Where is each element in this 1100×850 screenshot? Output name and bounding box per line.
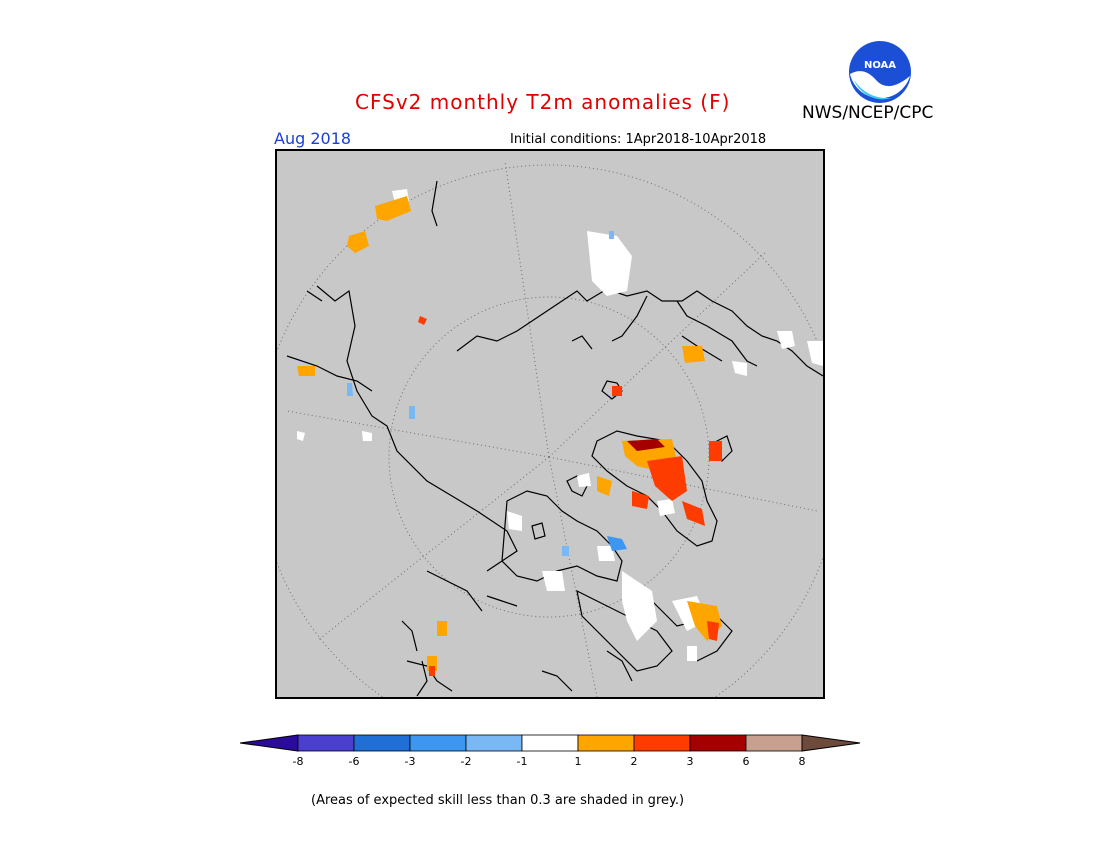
legend-color-box [353, 734, 411, 752]
legend-tick-label: -8 [293, 755, 304, 768]
noaa-logo-text: NOAA [864, 60, 896, 71]
neutral-anomaly-patches [297, 189, 823, 661]
forecast-month: Aug 2018 [274, 129, 352, 148]
legend-color-box [409, 734, 467, 752]
legend-tick-label: 6 [743, 755, 750, 768]
legend-tick-label: -3 [405, 755, 416, 768]
legend-arrow-high [801, 734, 861, 752]
legend-color-box [521, 734, 579, 752]
color-legend: -8 -6 -3 -2 -1 1 2 3 6 8 [239, 733, 862, 773]
noaa-logo: NOAA [848, 40, 912, 104]
legend-arrow-low [239, 734, 299, 752]
agency-label: NWS/NCEP/CPC [802, 103, 934, 123]
legend-tick-label: 1 [575, 755, 582, 768]
cool-anomaly-patches [347, 231, 627, 556]
legend-color-box [689, 734, 747, 752]
legend-tick-label: 2 [631, 755, 638, 768]
legend-color-box [297, 734, 355, 752]
legend-color-box [577, 734, 635, 752]
polar-map [275, 149, 825, 699]
legend-tick-labels: -8 -6 -3 -2 -1 1 2 3 6 8 [293, 755, 806, 768]
warm-anomaly-patches [297, 196, 722, 676]
skill-footnote: (Areas of expected skill less than 0.3 a… [311, 793, 685, 808]
map-title: CFSv2 monthly T2m anomalies (F) [355, 90, 731, 114]
legend-tick-label: -6 [349, 755, 360, 768]
legend-tick-label: 3 [687, 755, 694, 768]
legend-tick-label: -2 [461, 755, 472, 768]
legend-tick-label: -1 [517, 755, 528, 768]
legend-color-boxes [239, 734, 861, 752]
legend-tick-label: 8 [799, 755, 806, 768]
legend-color-box [745, 734, 803, 752]
legend-color-box [633, 734, 691, 752]
legend-color-box [465, 734, 523, 752]
initial-conditions: Initial conditions: 1Apr2018-10Apr2018 [510, 132, 767, 147]
